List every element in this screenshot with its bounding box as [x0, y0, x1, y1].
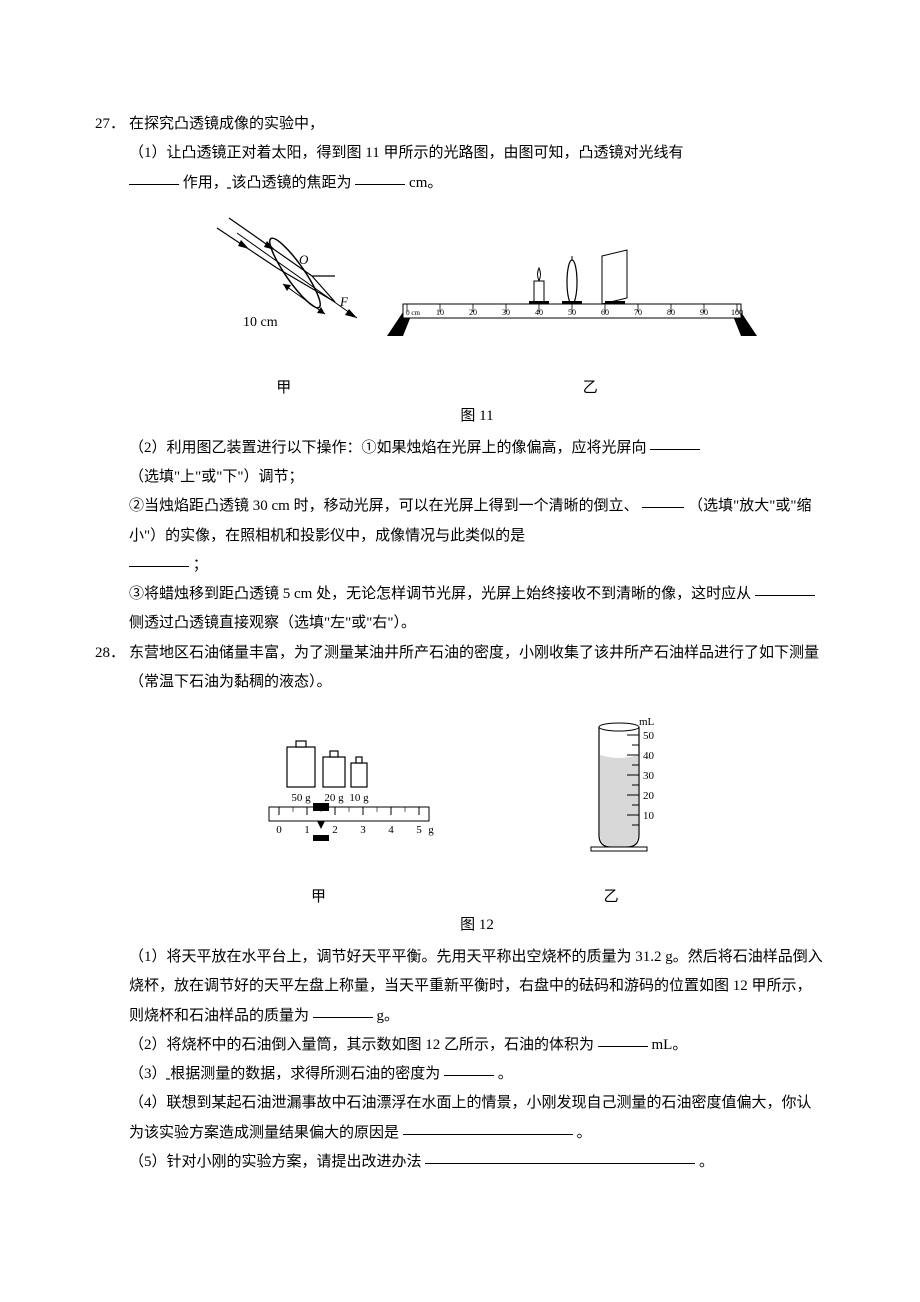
- svg-text:10: 10: [436, 308, 444, 317]
- blank: [444, 1060, 494, 1076]
- svg-text:90: 90: [700, 308, 708, 317]
- slider-icon: [313, 803, 329, 811]
- q28-part2: （2）将烧杯中的石油倒入量筒，其示数如图 12 乙所示，石油的体积为 mL。: [129, 1031, 825, 1060]
- fig11-subcaptions: 甲 乙: [129, 376, 825, 400]
- blank: [129, 169, 179, 185]
- svg-text:40: 40: [643, 750, 655, 762]
- q27-part2: （2）利用图乙装置进行以下操作：①如果烛焰在光屏上的像偏高，应将光屏向 （选填"…: [129, 434, 825, 639]
- figure-12: 50 g 20 g 10 g: [129, 707, 825, 937]
- q28-intro: 东营地区石油储量丰富，为了测量某油井所产石油的密度，小刚收集了该井所产石油样品进…: [129, 639, 825, 698]
- q28-part1: （1）将天平放在水平台上，调节好天平平衡。先用天平称出空烧杯的质量为 31.2 …: [129, 943, 825, 1031]
- distance-marker: 10 cm: [243, 284, 325, 330]
- figure-11-svg: O F 10 cm: [177, 208, 777, 368]
- svg-text:4: 4: [388, 824, 394, 836]
- q27-intro: 在探究凸透镜成像的实验中，: [129, 110, 825, 139]
- svg-text:10: 10: [643, 810, 655, 822]
- question-27: 27． 在探究凸透镜成像的实验中， （1）让凸透镜正对着太阳，得到图 11 甲所…: [95, 110, 825, 639]
- optical-bench: 0 cm: [387, 250, 757, 336]
- blank: [650, 434, 700, 450]
- fig12-label: 图 12: [129, 913, 825, 937]
- question-body: 在探究凸透镜成像的实验中， （1）让凸透镜正对着太阳，得到图 11 甲所示的光路…: [129, 110, 825, 639]
- question-body: 东营地区石油储量丰富，为了测量某油井所产石油的密度，小刚收集了该井所产石油样品进…: [129, 639, 825, 1178]
- svg-text:0: 0: [276, 824, 282, 836]
- blank: [129, 551, 189, 567]
- svg-text:50 g: 50 g: [291, 792, 311, 804]
- question-number: 27．: [95, 110, 129, 639]
- blank: [425, 1148, 695, 1164]
- screen-icon: [602, 250, 627, 304]
- q27-part1: （1）让凸透镜正对着太阳，得到图 11 甲所示的光路图，由图可知，凸透镜对光线有…: [129, 139, 825, 198]
- candle-icon: [529, 268, 549, 304]
- blank: [355, 169, 405, 185]
- svg-text:30: 30: [502, 308, 510, 317]
- svg-text:5: 5: [416, 824, 422, 836]
- page: 27． 在探究凸透镜成像的实验中， （1）让凸透镜正对着太阳，得到图 11 甲所…: [0, 0, 920, 1302]
- svg-text:20: 20: [469, 308, 477, 317]
- svg-text:40: 40: [535, 308, 543, 317]
- label-O: O: [299, 252, 309, 267]
- label-F: F: [339, 294, 349, 309]
- balance-diagram: 50 g 20 g 10 g: [269, 741, 434, 841]
- svg-text:60: 60: [601, 308, 609, 317]
- blank: [403, 1119, 573, 1135]
- blank: [642, 492, 684, 508]
- svg-text:10 g: 10 g: [349, 792, 369, 804]
- svg-text:20 g: 20 g: [324, 792, 344, 804]
- svg-text:10 cm: 10 cm: [243, 315, 278, 330]
- fig11-label: 图 11: [129, 404, 825, 428]
- q28-part5: （5）针对小刚的实验方案，请提出改进办法 。: [129, 1148, 825, 1177]
- svg-text:g: g: [428, 824, 434, 836]
- svg-text:0 cm: 0 cm: [406, 309, 420, 317]
- svg-text:100: 100: [731, 308, 743, 317]
- lens-diagram: O F 10 cm: [217, 218, 357, 330]
- svg-text:30: 30: [643, 770, 655, 782]
- svg-text:mL: mL: [639, 716, 655, 728]
- q28-part3: （3） 根据测量的数据，求得所测石油的密度为 。: [129, 1060, 825, 1089]
- svg-text:20: 20: [643, 790, 655, 802]
- svg-text:70: 70: [634, 308, 642, 317]
- blank: [755, 580, 815, 596]
- svg-text:50: 50: [568, 308, 576, 317]
- blank: [598, 1031, 648, 1047]
- svg-text:2: 2: [332, 824, 338, 836]
- fig12-subcaptions: 甲 乙: [129, 885, 825, 909]
- svg-text:3: 3: [360, 824, 366, 836]
- cylinder-diagram: mL: [591, 716, 655, 851]
- figure-11: O F 10 cm: [129, 208, 825, 428]
- svg-text:50: 50: [643, 730, 655, 742]
- svg-text:80: 80: [667, 308, 675, 317]
- figure-12-svg: 50 g 20 g 10 g: [217, 707, 737, 877]
- svg-text:1: 1: [304, 824, 310, 836]
- question-number: 28．: [95, 639, 129, 1178]
- lens-icon: [562, 256, 582, 304]
- q28-part4: （4）联想到某起石油泄漏事故中石油漂浮在水面上的情景，小刚发现自己测量的石油密度…: [129, 1089, 825, 1148]
- question-28: 28． 东营地区石油储量丰富，为了测量某油井所产石油的密度，小刚收集了该井所产石…: [95, 639, 825, 1178]
- blank: [313, 1002, 373, 1018]
